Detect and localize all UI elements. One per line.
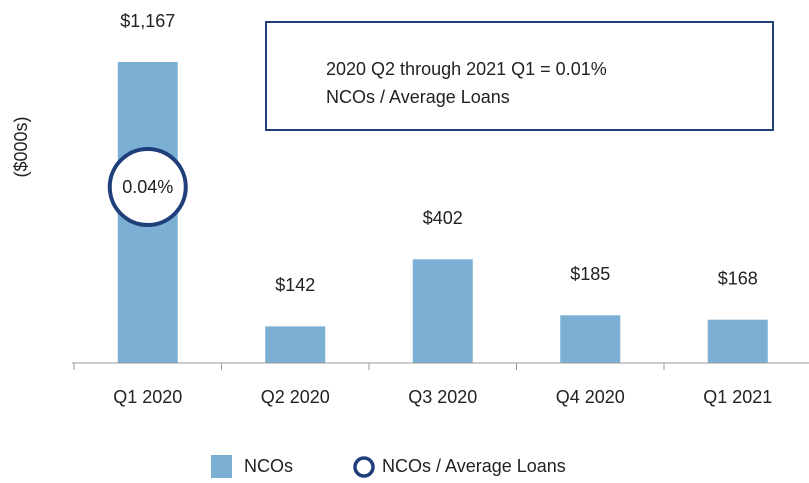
legend-circle (353, 456, 375, 478)
value-label: $168 (718, 268, 758, 288)
annotation-text: 0.04% (122, 177, 173, 197)
note-text: NCOs / Average Loans (326, 87, 510, 107)
x-tick-label: Q4 2020 (556, 387, 625, 407)
x-tick-label: Q2 2020 (261, 387, 330, 407)
value-label: $1,167 (120, 11, 175, 31)
y-axis-label: ($000s) (11, 116, 31, 177)
bar (560, 315, 621, 363)
bar (412, 259, 473, 363)
bar (707, 319, 768, 363)
value-label: $402 (423, 208, 463, 228)
annotation-circle (107, 147, 188, 227)
note-text: 2020 Q2 through 2021 Q1 = 0.01% (326, 59, 607, 79)
x-tick-label: Q1 2021 (703, 387, 772, 407)
note-box (265, 21, 774, 131)
legend-label: NCOs (244, 456, 293, 476)
x-tick-label: Q1 2020 (113, 387, 182, 407)
value-label: $185 (570, 264, 610, 284)
value-label: $142 (275, 275, 315, 295)
bar (265, 326, 326, 363)
legend-label: NCOs / Average Loans (382, 456, 566, 476)
legend-swatch (211, 455, 232, 478)
x-tick-label: Q3 2020 (408, 387, 477, 407)
